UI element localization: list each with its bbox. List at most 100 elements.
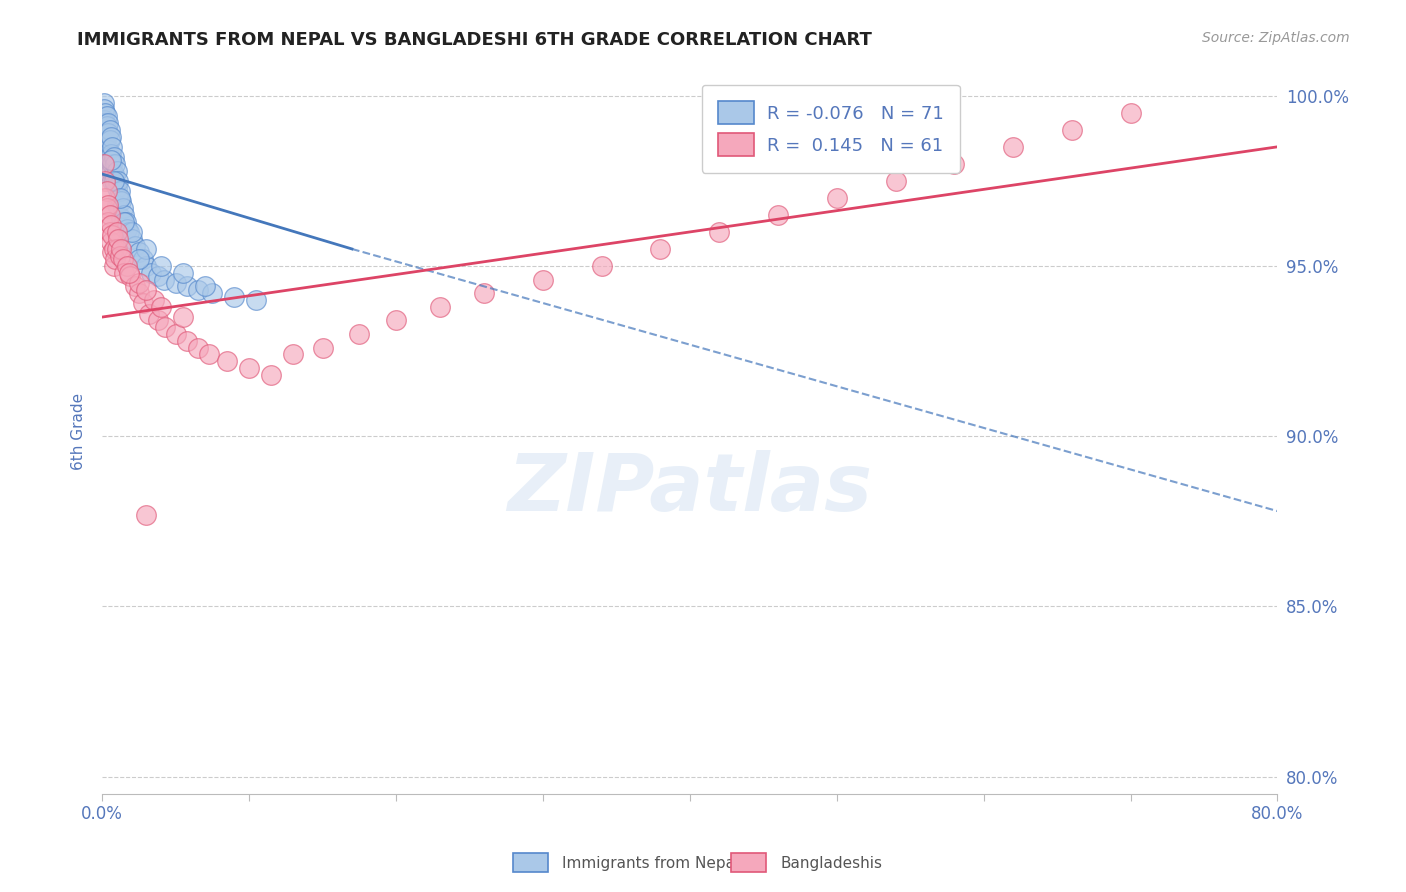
Point: [105, 197, 128, 211]
Point: [110, 211, 132, 226]
Point: [135, 242, 157, 256]
Point: [103, 150, 125, 164]
Point: [101, 140, 124, 154]
Point: [94, 136, 117, 151]
Point: [93, 123, 115, 137]
Point: [1119, 105, 1142, 120]
Point: [224, 290, 246, 304]
Point: [149, 259, 172, 273]
Text: Source: ZipAtlas.com: Source: ZipAtlas.com: [1202, 31, 1350, 45]
Point: [153, 272, 176, 286]
Point: [107, 174, 129, 188]
Point: [111, 201, 134, 215]
Point: [135, 259, 157, 273]
Point: [103, 259, 125, 273]
Text: ZIPatlas: ZIPatlas: [508, 450, 872, 528]
Point: [135, 283, 157, 297]
Point: [107, 191, 129, 205]
Point: [98, 225, 121, 239]
Point: [105, 242, 128, 256]
Point: [100, 153, 122, 168]
Point: [112, 266, 135, 280]
Point: [591, 259, 613, 273]
Point: [94, 116, 117, 130]
Point: [97, 197, 120, 211]
Point: [172, 310, 194, 324]
Point: [100, 235, 122, 249]
Point: [132, 252, 155, 267]
Point: [198, 347, 221, 361]
Point: [112, 208, 135, 222]
Point: [121, 225, 143, 239]
Point: [110, 194, 132, 209]
Point: [187, 341, 209, 355]
Point: [128, 252, 150, 267]
Point: [101, 157, 124, 171]
Text: IMMIGRANTS FROM NEPAL VS BANGLADESHI 6TH GRADE CORRELATION CHART: IMMIGRANTS FROM NEPAL VS BANGLADESHI 6TH…: [77, 31, 872, 49]
Point: [96, 109, 118, 123]
Point: [105, 180, 128, 194]
Point: [943, 157, 966, 171]
Point: [155, 320, 177, 334]
Point: [98, 167, 121, 181]
Point: [100, 218, 122, 232]
Point: [94, 146, 117, 161]
Point: [385, 313, 408, 327]
Point: [96, 120, 118, 134]
Point: [124, 238, 146, 252]
Point: [94, 126, 117, 140]
Point: [108, 249, 131, 263]
Point: [101, 174, 124, 188]
Point: [138, 307, 160, 321]
Point: [114, 215, 136, 229]
Point: [94, 157, 117, 171]
Point: [115, 221, 138, 235]
Point: [104, 178, 127, 192]
Point: [132, 296, 155, 310]
Point: [650, 242, 672, 256]
Point: [94, 191, 117, 205]
Point: [884, 174, 907, 188]
Point: [93, 112, 115, 127]
Point: [98, 133, 121, 147]
Point: [105, 225, 128, 239]
Point: [260, 368, 283, 382]
Point: [201, 286, 224, 301]
Point: [120, 269, 142, 284]
Point: [97, 126, 120, 140]
Point: [100, 129, 122, 144]
Point: [172, 266, 194, 280]
Point: [176, 334, 198, 348]
Point: [98, 123, 121, 137]
Point: [429, 300, 451, 314]
Y-axis label: 6th Grade: 6th Grade: [72, 392, 86, 470]
Point: [98, 150, 121, 164]
Point: [98, 208, 121, 222]
Point: [187, 283, 209, 297]
Point: [105, 163, 128, 178]
Point: [238, 361, 260, 376]
Point: [101, 228, 124, 243]
Point: [149, 300, 172, 314]
Point: [100, 163, 122, 178]
Point: [96, 163, 118, 178]
Point: [93, 95, 115, 110]
Legend: R = -0.076   N = 71, R =  0.145   N = 61: R = -0.076 N = 71, R = 0.145 N = 61: [702, 85, 960, 173]
Point: [121, 232, 143, 246]
Point: [112, 215, 135, 229]
Point: [94, 105, 117, 120]
Text: Bangladeshis: Bangladeshis: [780, 856, 883, 871]
Point: [245, 293, 267, 307]
Point: [111, 252, 134, 267]
Point: [108, 184, 131, 198]
Point: [311, 341, 333, 355]
Point: [103, 174, 125, 188]
Point: [165, 327, 187, 342]
Point: [139, 266, 162, 280]
Point: [217, 354, 239, 368]
Point: [108, 191, 131, 205]
Point: [93, 129, 115, 144]
Point: [146, 313, 169, 327]
Point: [142, 293, 165, 307]
Point: [135, 508, 157, 522]
